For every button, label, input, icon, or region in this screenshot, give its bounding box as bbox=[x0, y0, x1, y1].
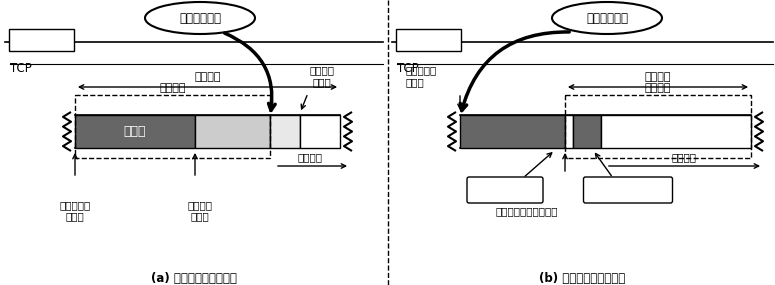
Text: 最后发送
的字节: 最后发送 的字节 bbox=[188, 200, 212, 222]
Text: 按序到达的: 按序到达的 bbox=[489, 185, 521, 195]
Text: (b) 接收缓存和接收窗口: (b) 接收缓存和接收窗口 bbox=[539, 272, 625, 285]
FancyBboxPatch shape bbox=[584, 177, 673, 203]
Text: TCP: TCP bbox=[397, 62, 419, 75]
Text: 发送应用程序: 发送应用程序 bbox=[179, 11, 221, 25]
Text: 接收缓存: 接收缓存 bbox=[645, 72, 671, 82]
Bar bbox=[9, 29, 74, 51]
Ellipse shape bbox=[552, 2, 662, 34]
Text: 发送窗口: 发送窗口 bbox=[159, 83, 186, 93]
Text: 序号增大: 序号增大 bbox=[298, 152, 322, 162]
Text: 下一个读取
的字节: 下一个读取 的字节 bbox=[406, 65, 437, 87]
Text: 未按序到达的: 未按序到达的 bbox=[609, 185, 647, 195]
Bar bbox=[396, 29, 461, 51]
Bar bbox=[573, 115, 601, 148]
Bar bbox=[601, 115, 751, 148]
Text: (a) 发送缓存和发送窗口: (a) 发送缓存和发送窗口 bbox=[151, 272, 237, 285]
Text: 最后写入
的字节: 最后写入 的字节 bbox=[309, 65, 335, 87]
Bar bbox=[195, 115, 270, 148]
Text: 发送缓存: 发送缓存 bbox=[195, 72, 221, 82]
Text: 接收方: 接收方 bbox=[418, 36, 439, 48]
Bar bbox=[565, 95, 751, 158]
Text: 接收应用程序: 接收应用程序 bbox=[586, 11, 628, 25]
Text: 发送方: 发送方 bbox=[31, 36, 52, 48]
Text: TCP: TCP bbox=[10, 62, 32, 75]
Bar bbox=[75, 95, 270, 158]
FancyBboxPatch shape bbox=[467, 177, 543, 203]
Text: 接收窗口: 接收窗口 bbox=[645, 83, 671, 93]
Text: 下一个期望收到的字节: 下一个期望收到的字节 bbox=[495, 206, 558, 216]
Bar bbox=[565, 115, 573, 148]
Text: 已发送: 已发送 bbox=[124, 125, 146, 138]
Ellipse shape bbox=[145, 2, 255, 34]
Bar bbox=[270, 115, 300, 148]
Text: 最后被确认
的字节: 最后被确认 的字节 bbox=[60, 200, 91, 222]
Bar bbox=[75, 115, 195, 148]
Bar bbox=[460, 115, 565, 148]
Bar bbox=[300, 115, 340, 148]
Text: 序号增大: 序号增大 bbox=[672, 152, 697, 162]
